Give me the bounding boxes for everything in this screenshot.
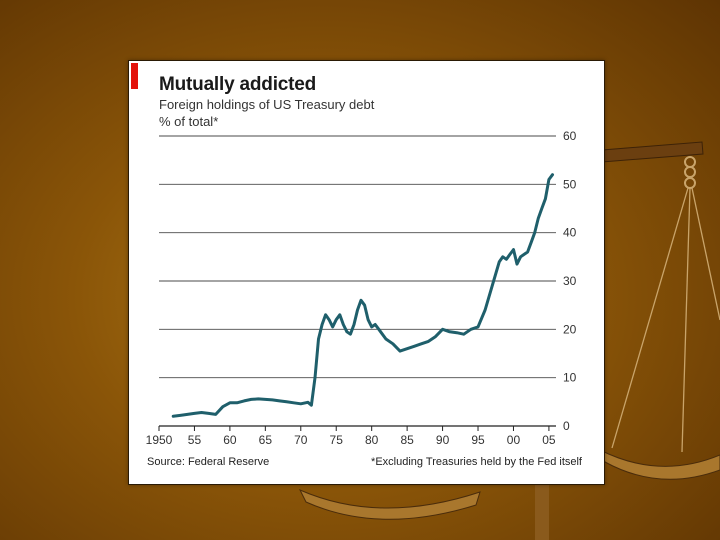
source-note: Source: Federal Reserve bbox=[147, 456, 270, 468]
y-tick-label: 20 bbox=[563, 322, 577, 336]
y-tick-label: 40 bbox=[563, 226, 577, 240]
accent-bar bbox=[131, 63, 138, 89]
line-chart: 0 10 20 30 40 50 60 1950 55 60 65 70 75 80 85 90 95 00 05 bbox=[146, 129, 577, 447]
x-tick-label: 05 bbox=[542, 433, 556, 447]
series-line bbox=[171, 173, 554, 418]
x-tick-label: 75 bbox=[330, 433, 344, 447]
x-tick-label: 00 bbox=[507, 433, 521, 447]
chart-subtitle: Foreign holdings of US Treasury debt bbox=[159, 97, 375, 112]
y-tick-label: 50 bbox=[563, 177, 577, 191]
y-tick-label: 10 bbox=[563, 371, 577, 385]
x-tick-label: 80 bbox=[365, 433, 379, 447]
balance-scale-icon bbox=[298, 141, 720, 540]
x-tick-label: 70 bbox=[294, 433, 308, 447]
x-tick-label: 65 bbox=[259, 433, 273, 447]
x-tick-label: 90 bbox=[436, 433, 450, 447]
x-tick-label: 55 bbox=[188, 433, 202, 447]
y-axis-unit-label: % of total* bbox=[159, 114, 219, 129]
footnote: *Excluding Treasuries held by the Fed it… bbox=[371, 456, 582, 468]
y-tick-label: 30 bbox=[563, 274, 577, 288]
x-tick-label: 1950 bbox=[146, 433, 173, 447]
y-tick-label: 60 bbox=[563, 129, 577, 143]
chart-title: Mutually addicted bbox=[159, 74, 317, 95]
x-tick-label: 60 bbox=[223, 433, 237, 447]
x-tick-label: 95 bbox=[471, 433, 485, 447]
chart-card: Mutually addicted Foreign holdings of US… bbox=[128, 60, 605, 485]
x-tick-label: 85 bbox=[400, 433, 414, 447]
y-tick-label: 0 bbox=[563, 419, 570, 433]
